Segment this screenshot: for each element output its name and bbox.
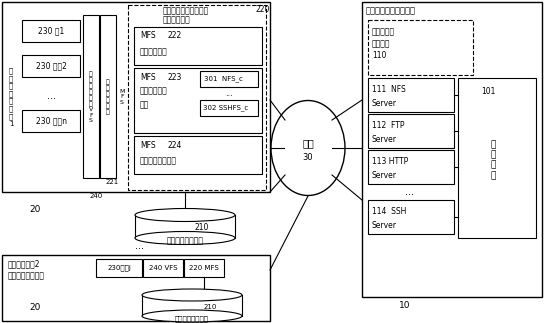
Text: 远程文件系: 远程文件系	[372, 27, 395, 36]
Text: 文
件
系
统: 文 件 系 统	[490, 140, 496, 180]
Text: 驱动: 驱动	[140, 100, 149, 109]
FancyBboxPatch shape	[184, 259, 224, 277]
Text: 用户计算设备2: 用户计算设备2	[8, 259, 40, 268]
Text: 虚
拟
文
件
系
统
V
F
S: 虚 拟 文 件 系 统 V F S	[89, 71, 93, 123]
Text: Server: Server	[372, 99, 397, 108]
Text: 230应用j: 230应用j	[107, 265, 131, 271]
Text: ...: ...	[406, 187, 414, 197]
FancyBboxPatch shape	[128, 5, 266, 190]
FancyBboxPatch shape	[22, 110, 80, 132]
Text: 远程文件系统服务器端: 远程文件系统服务器端	[366, 6, 416, 16]
Text: 240 VFS: 240 VFS	[149, 265, 177, 271]
Text: 112  FTP: 112 FTP	[372, 120, 405, 130]
FancyBboxPatch shape	[368, 150, 454, 184]
Text: 210: 210	[203, 304, 217, 310]
Text: 网络文件系统: 网络文件系统	[140, 87, 168, 96]
FancyBboxPatch shape	[22, 55, 80, 77]
FancyBboxPatch shape	[134, 68, 262, 133]
Text: 本地磁盘缓存管理: 本地磁盘缓存管理	[140, 157, 177, 165]
FancyBboxPatch shape	[458, 78, 536, 238]
FancyBboxPatch shape	[362, 2, 542, 297]
Text: 222: 222	[168, 32, 182, 40]
FancyBboxPatch shape	[368, 78, 454, 112]
Text: 110: 110	[372, 51, 387, 60]
FancyBboxPatch shape	[200, 100, 258, 116]
Text: MFS: MFS	[140, 72, 156, 81]
FancyBboxPatch shape	[134, 136, 262, 174]
Ellipse shape	[135, 209, 235, 222]
Text: 10: 10	[399, 300, 411, 309]
FancyBboxPatch shape	[134, 27, 262, 65]
Text: MFS: MFS	[140, 141, 156, 151]
FancyBboxPatch shape	[368, 114, 454, 148]
Text: 核
心
管
理
系
统: 核 心 管 理 系 统	[106, 79, 110, 115]
Text: MFS: MFS	[140, 32, 156, 40]
Text: 统服务器: 统服务器	[372, 39, 390, 48]
Text: Server: Server	[372, 134, 397, 143]
FancyBboxPatch shape	[100, 15, 116, 178]
Text: 20: 20	[29, 205, 41, 214]
Ellipse shape	[142, 310, 242, 322]
Text: Server: Server	[372, 171, 397, 180]
FancyBboxPatch shape	[368, 200, 454, 234]
Text: 210: 210	[195, 224, 209, 233]
Text: 223: 223	[168, 72, 182, 81]
Text: 302 SSHFS_c: 302 SSHFS_c	[203, 105, 248, 111]
Ellipse shape	[135, 232, 235, 245]
Text: 用
户
计
算
机
设
备
1: 用 户 计 算 机 设 备 1	[9, 68, 13, 127]
Text: 220 MFS: 220 MFS	[189, 265, 219, 271]
FancyBboxPatch shape	[22, 20, 80, 42]
FancyBboxPatch shape	[143, 259, 183, 277]
FancyBboxPatch shape	[96, 259, 142, 277]
Text: ...: ...	[46, 91, 56, 101]
Text: 111  NFS: 111 NFS	[372, 85, 406, 93]
FancyBboxPatch shape	[83, 15, 99, 178]
Text: 20: 20	[29, 304, 41, 312]
Text: 113 HTTP: 113 HTTP	[372, 157, 408, 165]
Text: 220: 220	[255, 5, 269, 14]
Text: 224: 224	[168, 141, 182, 151]
Text: 240: 240	[90, 193, 103, 199]
FancyBboxPatch shape	[368, 20, 473, 75]
Text: （例如智能手机）: （例如智能手机）	[8, 272, 45, 280]
Text: 221: 221	[105, 179, 118, 185]
FancyBboxPatch shape	[2, 2, 270, 192]
Text: 230 应1: 230 应1	[38, 26, 64, 36]
Text: 30: 30	[302, 153, 313, 162]
Text: ...: ...	[225, 89, 233, 98]
Text: 像客户端系统: 像客户端系统	[163, 16, 191, 25]
Text: 远程文件系统本地化镜: 远程文件系统本地化镜	[163, 6, 209, 16]
Ellipse shape	[142, 289, 242, 301]
Text: M
F
S: M F S	[120, 89, 124, 105]
Text: 101: 101	[481, 88, 495, 97]
Text: ...: ...	[135, 241, 145, 251]
Ellipse shape	[271, 100, 345, 195]
Text: 内存缓存管理: 内存缓存管理	[140, 47, 168, 57]
Text: 230 应用2: 230 应用2	[35, 61, 67, 70]
FancyBboxPatch shape	[2, 255, 270, 321]
Text: 301  NFS_c: 301 NFS_c	[204, 76, 243, 82]
Text: 114  SSH: 114 SSH	[372, 206, 406, 215]
Text: 网络: 网络	[302, 138, 314, 148]
FancyBboxPatch shape	[200, 71, 258, 87]
Text: 230 应用n: 230 应用n	[35, 117, 67, 126]
Text: Server: Server	[372, 221, 397, 230]
Text: 本地磁盘文件系统: 本地磁盘文件系统	[167, 236, 204, 245]
Text: 本地磁盘文件系统: 本地磁盘文件系统	[175, 316, 209, 322]
